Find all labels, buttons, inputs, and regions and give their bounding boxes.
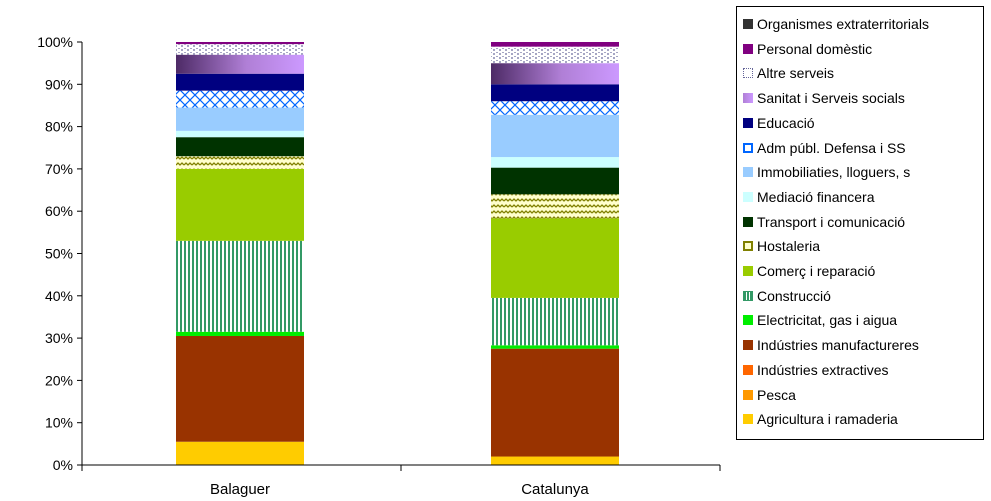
legend-swatch (743, 191, 753, 202)
legend-item-educacio: Educació (743, 113, 815, 133)
bar-segment-balaguer-agricultura-i-ramaderia (176, 441, 304, 465)
y-tick-label: 50% (45, 246, 73, 262)
legend-swatch (743, 241, 753, 252)
legend-label: Adm públ. Defensa i SS (757, 139, 906, 156)
x-axis: Balaguer Catalunya (81, 464, 721, 498)
legend-label: Altre serveis (757, 65, 835, 82)
legend-swatch (743, 290, 753, 301)
bar-segment-catalunya-transport-i-comunicacio (491, 167, 619, 195)
y-tick-label: 0% (53, 457, 73, 473)
bars (176, 42, 619, 465)
legend-label: Comerç i reparació (757, 263, 876, 279)
legend-label: Pesca (757, 386, 796, 403)
legend-label: Agricultura i ramaderia (757, 411, 898, 428)
bar-segment-balaguer-mediacio-financera (176, 130, 304, 138)
legend-swatch (743, 117, 753, 128)
bar-segment-balaguer-adm-publ-defensa-i-ss (176, 90, 304, 108)
legend-swatch (743, 19, 753, 29)
legend-label: Indústries extractives (757, 361, 889, 378)
legend-swatch (743, 216, 753, 227)
y-tick-label: 100% (37, 34, 73, 50)
legend-item-adm-publ-defensa-i-ss: Adm públ. Defensa i SS (743, 138, 906, 158)
legend-label: Hostaleria (757, 238, 821, 255)
legend-label: Construcció (757, 287, 831, 304)
bar-segment-balaguer-industries-manufactureres (176, 335, 304, 442)
bar-segment-catalunya-adm-publ-defensa-i-ss (491, 101, 619, 115)
legend-item-hostaleria: Hostaleria (743, 236, 820, 256)
legend-item-organismes-extraterritorials: Organismes extraterritorials (743, 14, 929, 34)
legend-swatch (743, 142, 753, 153)
legend-item-industries-extractives: Indústries extractives (743, 360, 889, 380)
bar-segment-catalunya-construccio (491, 297, 619, 346)
bar-segment-balaguer-comerc-i-reparacio (176, 168, 304, 241)
legend-swatch (743, 340, 753, 351)
legend-label: Mediació financera (757, 188, 875, 205)
y-tick-label: 10% (45, 415, 73, 431)
legend-item-comerc-i-reparacio: Comerç i reparació (743, 261, 875, 281)
legend-label: Indústries manufactureres (757, 337, 919, 354)
x-category-label-balaguer: Balaguer (210, 481, 270, 498)
bar-segment-balaguer-sanitat-i-serveis-socials (176, 54, 304, 74)
legend-item-construccio: Construcció (743, 286, 831, 306)
y-tick-label: 70% (45, 161, 73, 177)
bar-segment-balaguer-educacio (176, 73, 304, 91)
legend-label: Personal domèstic (757, 40, 873, 57)
legend-swatch (743, 43, 753, 54)
bar-segment-catalunya-immobiliaties-lloguers-s (491, 114, 619, 158)
legend-swatch (743, 266, 753, 276)
legend-label: Educació (757, 114, 815, 131)
y-tick-label: 80% (45, 119, 73, 135)
legend-item-mediacio-financera: Mediació financera (743, 187, 875, 207)
legend-item-pesca: Pesca (743, 385, 796, 405)
legend-label: Transport i comunicació (757, 213, 906, 230)
legend-item-industries-manufactureres: Indústries manufactureres (743, 335, 919, 355)
y-tick-label: 60% (45, 203, 73, 219)
y-axis: 0% 10% 20% 30% 40% 50% 60% 70% 80% 90% 100% (37, 34, 83, 473)
bar-segment-balaguer-personal-domestic (176, 42, 304, 45)
legend-item-sanitat-i-serveis-socials: Sanitat i Serveis socials (743, 88, 905, 108)
bar-segment-balaguer-altre-serveis (176, 44, 304, 55)
legend-item-transport-i-comunicacio: Transport i comunicació (743, 212, 905, 232)
y-tick-label: 20% (45, 372, 73, 388)
bar-segment-balaguer-immobiliaties-lloguers-s (176, 107, 304, 131)
legend-label: Immobiliaties, lloguers, s (757, 164, 911, 181)
bar-segment-catalunya-hostaleria (491, 194, 619, 219)
legend-label: Electricitat, gas i aigua (757, 312, 898, 329)
legend-swatch (743, 315, 753, 326)
legend-label: Sanitat i Serveis socials (757, 90, 905, 107)
legend-swatch (743, 93, 753, 104)
y-tick-label: 90% (45, 76, 73, 92)
y-tick-label: 40% (45, 288, 73, 304)
bar-segment-catalunya-educacio (491, 84, 619, 102)
bar-segment-catalunya-electricitat-gas-i-aigua (491, 345, 619, 349)
bar-segment-catalunya-comerc-i-reparacio (491, 218, 619, 298)
legend-swatch (743, 414, 753, 425)
y-tick-label: 30% (45, 330, 73, 346)
legend: Organismes extraterritorials Personal dom… (736, 6, 984, 440)
legend-swatch (743, 68, 753, 79)
legend-item-agricultura-i-ramaderia: Agricultura i ramaderia (743, 409, 898, 429)
legend-item-immobiliaties-lloguers-s: Immobiliaties, lloguers, s (743, 162, 910, 182)
legend-item-personal-domestic: Personal domèstic (743, 39, 872, 59)
bar-segment-catalunya-personal-domestic (491, 42, 619, 47)
bar-segment-balaguer-electricitat-gas-i-aigua (176, 331, 304, 336)
legend-item-electricitat-gas-i-aigua: Electricitat, gas i aigua (743, 310, 897, 330)
bar-segment-balaguer-construccio (176, 240, 304, 332)
bar-segment-balaguer-hostaleria (176, 156, 304, 169)
bar-segment-balaguer-transport-i-comunicacio (176, 137, 304, 157)
bar-segment-catalunya-agricultura-i-ramaderia (491, 456, 619, 465)
legend-label: Organismes extraterritorials (757, 16, 929, 32)
bar-segment-catalunya-sanitat-i-serveis-socials (491, 63, 619, 85)
bar-segment-catalunya-altre-serveis (491, 46, 619, 64)
legend-swatch (743, 167, 753, 178)
bar-segment-catalunya-industries-manufactureres (491, 348, 619, 457)
legend-swatch (743, 364, 753, 375)
bar-segment-catalunya-mediacio-financera (491, 157, 619, 168)
legend-item-altre-serveis: Altre serveis (743, 63, 834, 83)
legend-swatch (743, 389, 753, 400)
x-category-label-catalunya: Catalunya (521, 481, 589, 498)
